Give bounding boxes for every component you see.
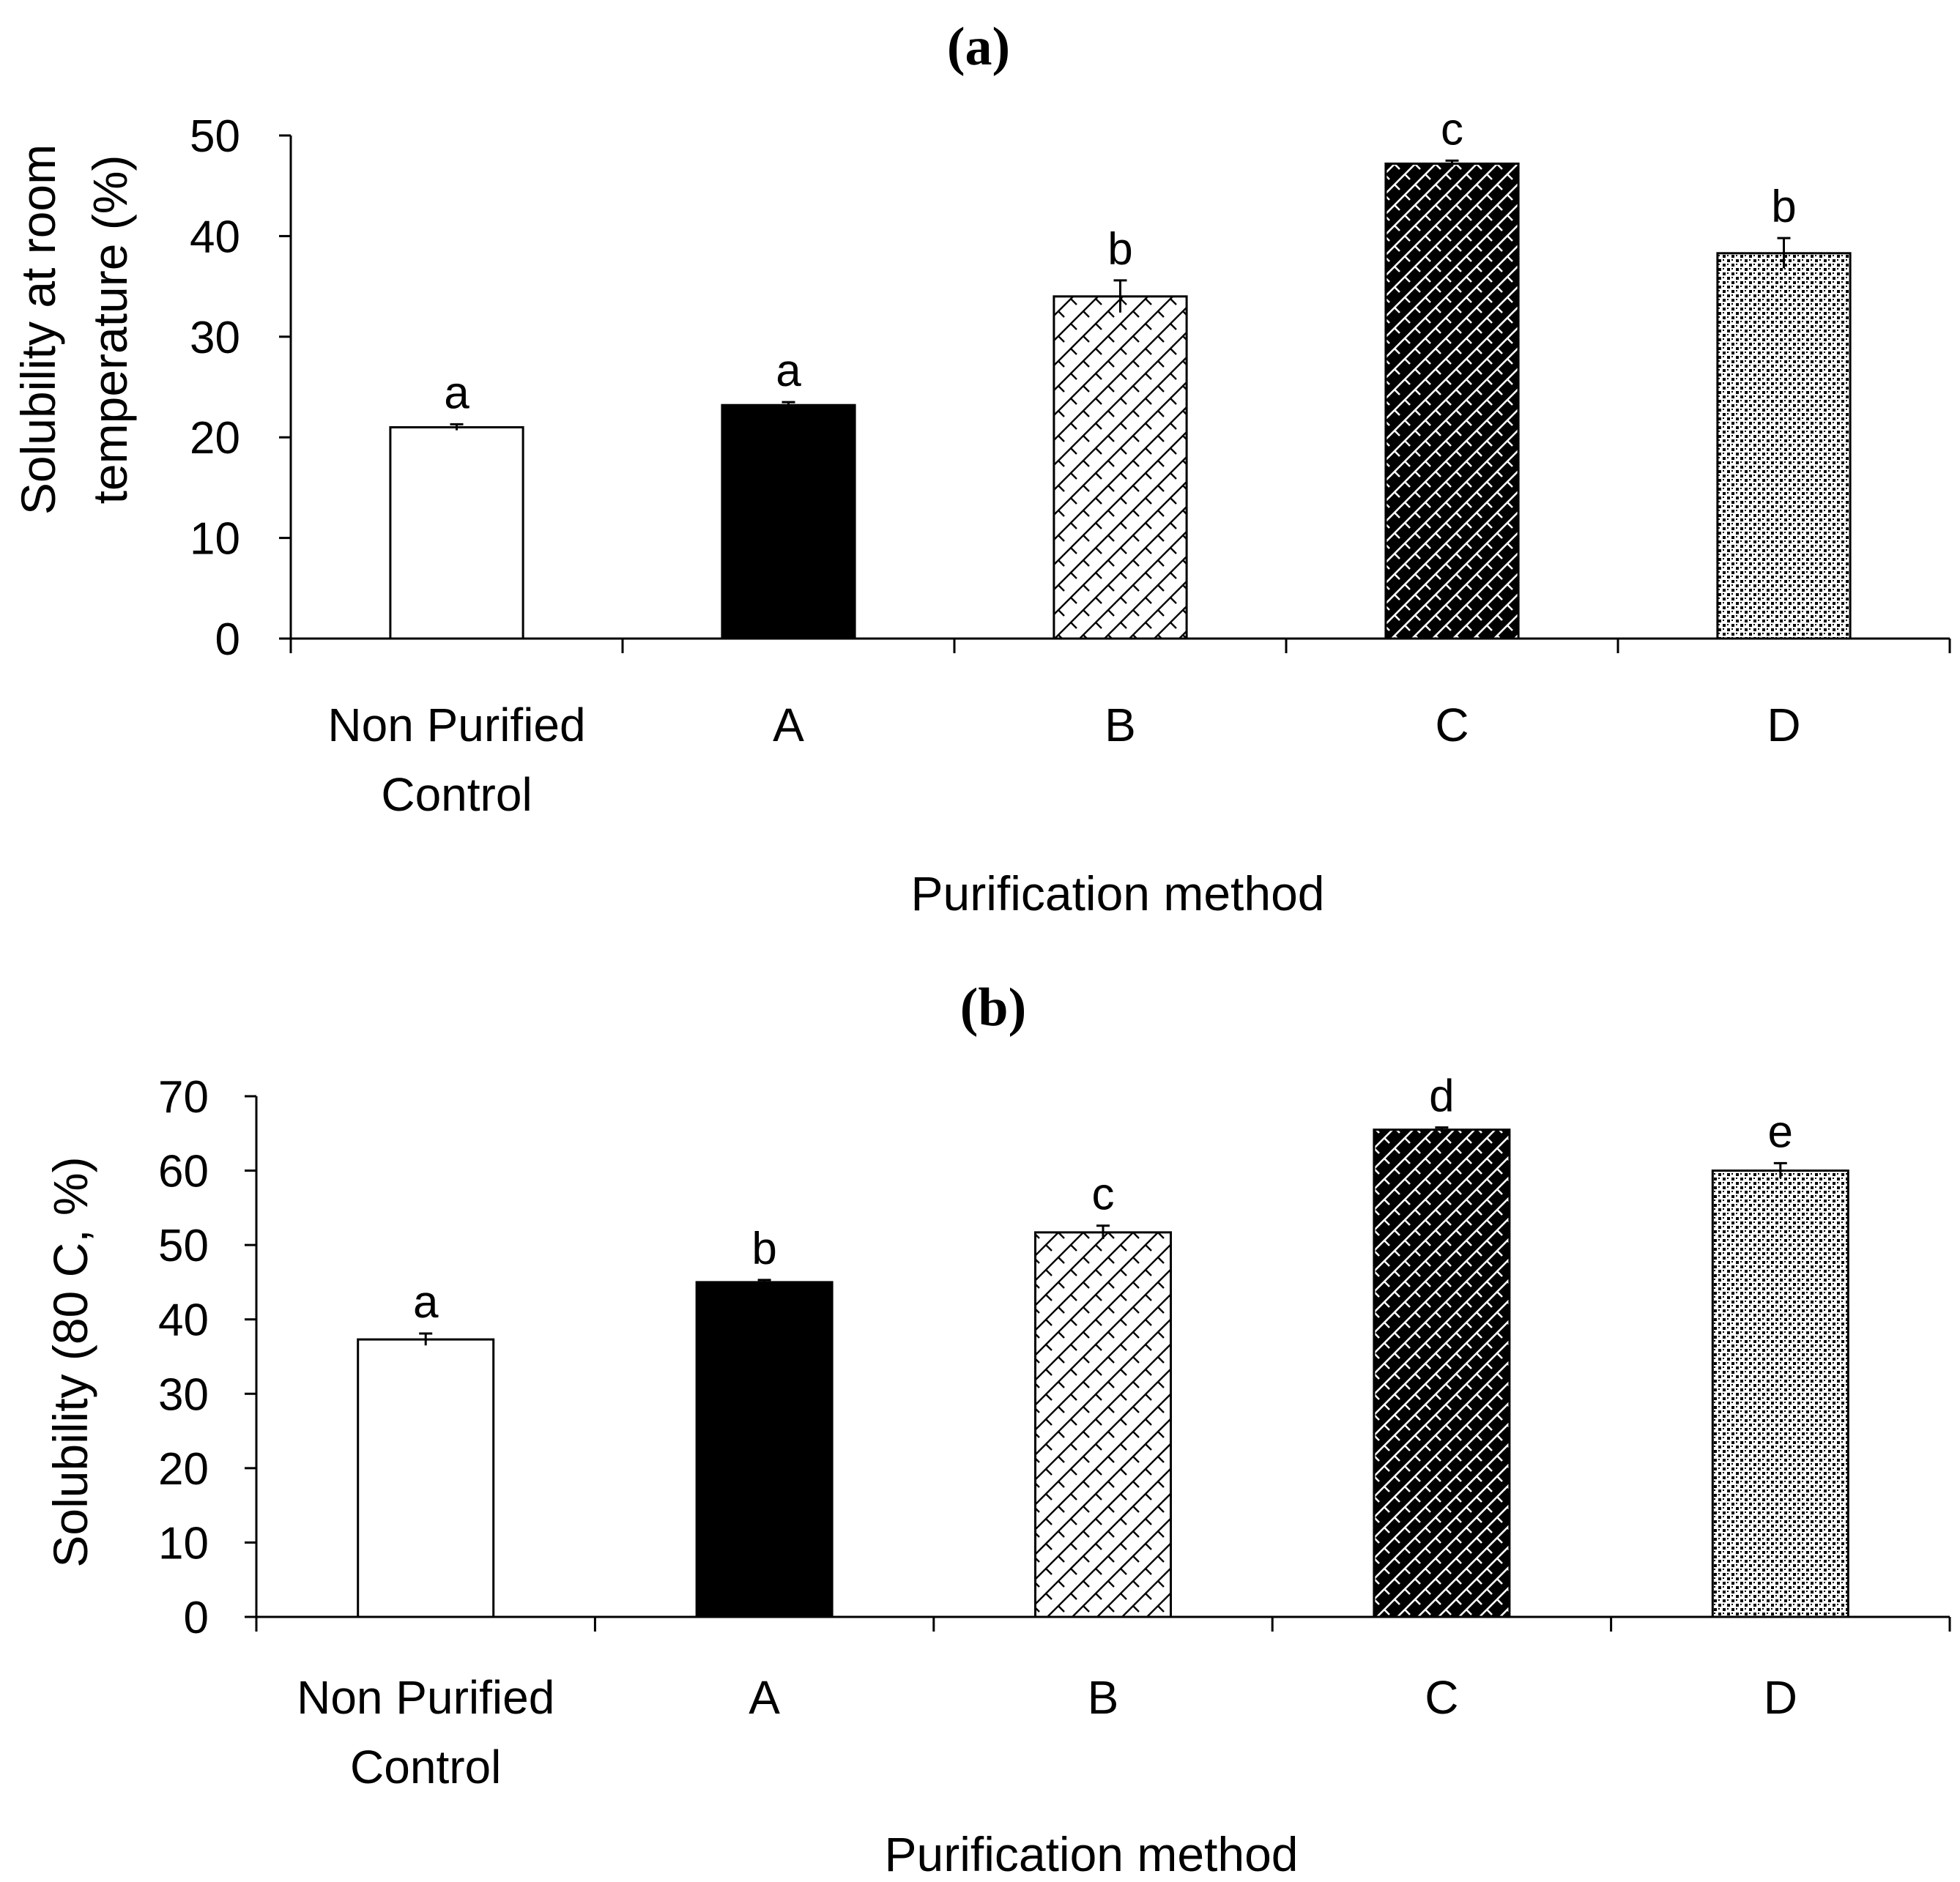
panel-a-error-bar-4 bbox=[1445, 159, 1459, 167]
panel-b-y-tick-label-2: 20 bbox=[158, 1444, 209, 1495]
panel-b-axes: Non Purified Control A B C D 0 10 20 30 40 50 60 70 bbox=[158, 1072, 1951, 1793]
panel-a-error-bar-1 bbox=[450, 423, 464, 431]
panel-b-error-bar-4 bbox=[1435, 1126, 1449, 1132]
panel-a-bar-3 bbox=[1053, 295, 1188, 640]
panel-b-category-label-5-line-1: D bbox=[1764, 1671, 1797, 1724]
panel-a-x-axis-label: Purification method bbox=[911, 866, 1325, 920]
panel-b-bar-5 bbox=[1711, 1169, 1849, 1618]
panel-a-error-bar-2 bbox=[782, 401, 795, 409]
panel-a-significance-label-2: a bbox=[776, 346, 801, 396]
panel-a-bar-5 bbox=[1716, 252, 1852, 640]
panel-b-category-label-1-line-1: Non Purified bbox=[297, 1671, 554, 1724]
panel-b-y-tick-label-0: 0 bbox=[184, 1593, 209, 1643]
panel-a-y-tick-label-2: 20 bbox=[190, 413, 240, 464]
panel-b-category-label-2: A bbox=[749, 1671, 780, 1724]
panel-b-significance-label-1: a bbox=[413, 1277, 439, 1328]
panel-b-category-label-2-line-1: A bbox=[749, 1671, 780, 1724]
panel-b-error-bar-3 bbox=[1096, 1224, 1110, 1240]
panel-b-category-label-1-line-2: Control bbox=[350, 1741, 501, 1793]
panel-a-category-label-2: A bbox=[773, 699, 804, 751]
panel-b-category-label-3: B bbox=[1088, 1671, 1119, 1724]
panel-a-category-label-3-line-1: B bbox=[1105, 699, 1136, 751]
panel-b-significance-label-2: b bbox=[751, 1224, 776, 1274]
panel-b-y-tick-label-3: 30 bbox=[158, 1369, 209, 1420]
panel-b-category-label-5: D bbox=[1764, 1671, 1797, 1724]
panel-a-category-label-4: C bbox=[1435, 699, 1469, 751]
panel-b-bar-4 bbox=[1373, 1128, 1511, 1618]
panel-a-y-tick-label-5: 50 bbox=[190, 111, 240, 162]
panel-b-category-label-4: C bbox=[1425, 1671, 1458, 1724]
panel-a-bar-2 bbox=[721, 403, 856, 640]
panel-b-error-bar-5 bbox=[1773, 1161, 1787, 1178]
panel-a-significance-label-5: b bbox=[1771, 182, 1796, 232]
panel-a-y-tick-label-3: 30 bbox=[190, 313, 240, 363]
panel-a-category-label-4-line-1: C bbox=[1435, 699, 1469, 751]
panel-a-y-axis-label-line-2: temperature (%) bbox=[83, 155, 137, 505]
panel-b-category-label-3-line-1: B bbox=[1088, 1671, 1119, 1724]
panel-b-bar-1 bbox=[357, 1338, 495, 1618]
panel-b-y-tick-label-5: 50 bbox=[158, 1221, 209, 1271]
panel-a-axes: Non Purified Control A B C D 0 10 20 30 40 50 bbox=[190, 111, 1951, 821]
panel-b-significance-label-4: d bbox=[1429, 1071, 1454, 1122]
panel-a: (a) a a b c b Non Purified Control A B C D 0 10 20 30… bbox=[11, 17, 1951, 920]
panel-b-y-axis-label: Solubility (80 C, %) bbox=[43, 1156, 97, 1567]
panel-a-y-axis-label-line-1: Solubility at room bbox=[11, 144, 65, 515]
panel-a-bar-1 bbox=[389, 426, 524, 640]
panel-a-category-label-1-line-2: Control bbox=[381, 768, 532, 821]
panel-a-significance-label-1: a bbox=[444, 368, 469, 418]
panel-b-significance-label-3: c bbox=[1092, 1169, 1115, 1220]
panel-a-error-bar-5 bbox=[1777, 237, 1791, 269]
panel-a-y-tick-label-1: 10 bbox=[190, 514, 240, 565]
panel-a-category-label-2-line-1: A bbox=[773, 699, 804, 751]
panel-b-y-tick-label-4: 40 bbox=[158, 1295, 209, 1346]
panel-b-y-tick-label-1: 10 bbox=[158, 1518, 209, 1569]
panel-b-title: (b) bbox=[960, 978, 1026, 1038]
panel-b-significance-label-5: e bbox=[1768, 1106, 1793, 1157]
panel-b-error-bar-1 bbox=[419, 1332, 433, 1346]
panel-a-category-label-5-line-1: D bbox=[1767, 699, 1800, 751]
panel-a-category-label-1-line-1: Non Purified bbox=[327, 699, 585, 751]
panel-b-x-axis-label: Purification method bbox=[885, 1827, 1299, 1881]
panel-a-significance-label-3: b bbox=[1107, 224, 1132, 275]
panel-a-category-label-5: D bbox=[1767, 699, 1800, 751]
panel-b-bar-3 bbox=[1034, 1231, 1172, 1618]
panel-a-y-axis-label: Solubility at room temperature (%) bbox=[11, 144, 137, 515]
panel-b-error-bar-2 bbox=[757, 1279, 771, 1284]
panel-b: (b) a b c d e Non Purified Control A B C D 0 10 20 30… bbox=[43, 978, 1951, 1881]
panel-a-title: (a) bbox=[947, 17, 1010, 77]
panel-a-y-tick-label-0: 0 bbox=[215, 614, 240, 665]
panel-b-y-tick-label-6: 60 bbox=[158, 1147, 209, 1197]
panel-a-significance-label-4: c bbox=[1441, 104, 1463, 155]
panel-b-bar-2 bbox=[695, 1281, 834, 1618]
panel-a-category-label-3: B bbox=[1105, 699, 1136, 751]
panel-b-category-label-4-line-1: C bbox=[1425, 1671, 1458, 1724]
panel-b-category-label-1: Non Purified Control bbox=[297, 1671, 554, 1793]
panel-a-error-bar-3 bbox=[1113, 279, 1127, 313]
panel-a-y-tick-label-4: 40 bbox=[190, 212, 240, 262]
panel-b-bars: a b c d e bbox=[357, 1071, 1849, 1618]
panel-a-bar-4 bbox=[1384, 163, 1520, 640]
panel-a-bars: a a b c b bbox=[389, 104, 1852, 640]
panel-a-category-label-1: Non Purified Control bbox=[327, 699, 585, 821]
panel-b-y-axis-label-line-1: Solubility (80 C, %) bbox=[43, 1156, 97, 1567]
panel-b-y-tick-label-7: 70 bbox=[158, 1072, 209, 1123]
